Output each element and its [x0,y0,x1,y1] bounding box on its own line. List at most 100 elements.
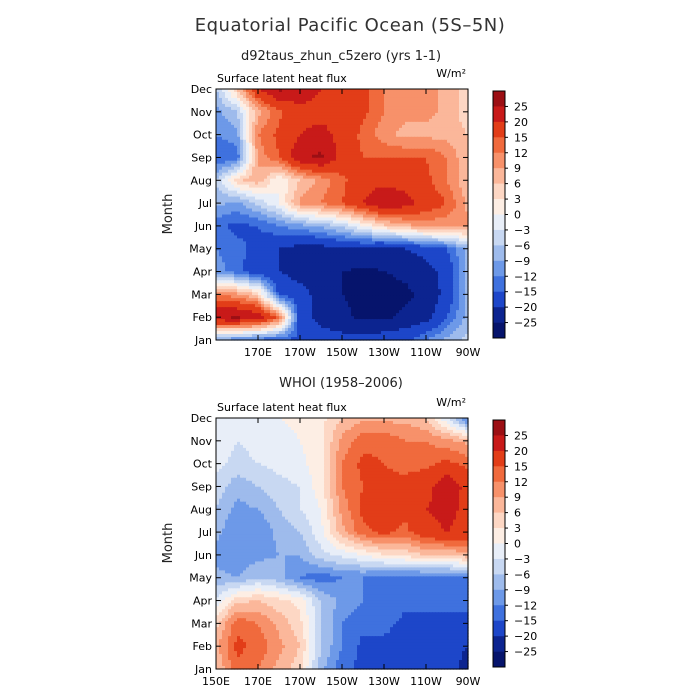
top-heatmap-cell [402,157,406,162]
top-heatmap-cell [405,169,409,174]
top-heatmap-cell [435,91,439,96]
top-heatmap-cell [261,124,265,129]
top-heatmap-cell [384,223,388,228]
top-heatmap-cell [234,178,238,183]
top-heatmap-cell [243,166,247,171]
top-heatmap-cell [438,121,442,126]
top-heatmap-cell [327,235,331,240]
top-heatmap-cell [288,226,292,231]
top-heatmap-cell [258,223,262,228]
top-heatmap-cell [357,220,361,225]
top-heatmap-cell [279,121,283,126]
top-heatmap-cell [408,238,412,242]
top-heatmap-cell [225,193,229,198]
top-heatmap-cell [255,205,259,210]
top-heatmap-cell [324,250,328,254]
top-heatmap-cell [384,139,388,144]
top-heatmap-cell [237,130,241,135]
top-heatmap-cell [246,223,250,228]
top-heatmap-cell [405,199,409,204]
top-heatmap-cell [321,109,325,114]
top-heatmap-cell [234,139,238,144]
top-heatmap-cell [435,232,439,237]
top-heatmap-cell [399,244,403,248]
top-heatmap-cell [432,157,436,162]
top-heatmap-cell [429,232,433,237]
top-heatmap-cell [261,193,265,198]
top-heatmap-cell [321,184,325,189]
top-heatmap-cell [219,172,223,177]
top-heatmap-cell [318,169,322,174]
top-heatmap-cell [291,94,295,99]
top-heatmap-cell [450,220,454,225]
top-heatmap-cell [300,91,304,96]
top-heatmap-cell [450,157,454,162]
top-heatmap-cell [372,97,376,102]
top-heatmap-cell [297,250,301,254]
top-heatmap-cell [456,229,460,234]
top-heatmap-cell [465,112,469,117]
top-heatmap-cell [318,217,322,222]
top-heatmap-cell [375,112,379,117]
top-heatmap-cell [264,166,268,171]
top-heatmap-cell [453,214,457,219]
top-heatmap-cell [276,175,280,180]
top-heatmap-cell [339,232,343,237]
top-heatmap-cell [438,148,442,153]
top-heatmap-cell [309,226,313,231]
top-heatmap-cell [234,154,238,159]
top-heatmap-cell [285,166,289,171]
top-heatmap-cell [387,181,391,186]
top-heatmap-cell [366,103,370,108]
top-heatmap-cell [465,199,469,204]
top-heatmap-cell [432,97,436,102]
top-heatmap-cell [360,241,364,245]
top-heatmap-cell [408,112,412,117]
top-heatmap-cell [255,259,259,263]
top-heatmap-cell [351,244,355,248]
top-heatmap-cell [372,172,376,177]
top-heatmap-cell [303,265,307,269]
top-heatmap-cell [288,109,292,114]
top-heatmap-cell [396,256,400,260]
top-heatmap-cell [261,130,265,135]
top-heatmap-cell [339,256,343,260]
top-heatmap-cell [369,244,373,248]
top-heatmap-cell [252,133,256,138]
top-heatmap-cell [435,151,439,156]
top-heatmap-cell [360,151,364,156]
top-heatmap-cell [321,106,325,111]
top-heatmap-cell [363,151,367,156]
top-heatmap-cell [306,124,310,129]
top-heatmap-cell [255,139,259,144]
top-heatmap-cell [225,154,229,159]
top-heatmap-cell [438,124,442,129]
top-heatmap-cell [444,247,448,251]
top-heatmap-cell [270,244,274,248]
top-heatmap-cell [411,223,415,228]
top-heatmap-cell [402,139,406,144]
top-heatmap-cell [303,238,307,242]
top-heatmap-cell [288,169,292,174]
top-heatmap-cell [399,229,403,234]
top-heatmap-cell [363,142,367,147]
top-heatmap-cell [252,118,256,123]
top-heatmap-cell [459,232,463,237]
top-heatmap-cell [306,223,310,228]
top-heatmap-cell [333,259,337,263]
top-heatmap-cell [435,154,439,159]
top-heatmap-cell [282,121,286,126]
top-heatmap-cell [402,97,406,102]
top-heatmap-cell [369,202,373,207]
top-heatmap-cell [351,262,355,266]
top-heatmap-cell [246,250,250,254]
top-heatmap-cell [309,241,313,245]
top-heatmap-cell [312,154,316,159]
top-heatmap-cell [390,211,394,216]
top-heatmap-cell [384,250,388,254]
top-heatmap-cell [465,232,469,237]
top-heatmap-cell [219,187,223,192]
top-heatmap-cell [348,172,352,177]
top-heatmap-cell [264,247,268,251]
top-heatmap-cell [372,226,376,231]
